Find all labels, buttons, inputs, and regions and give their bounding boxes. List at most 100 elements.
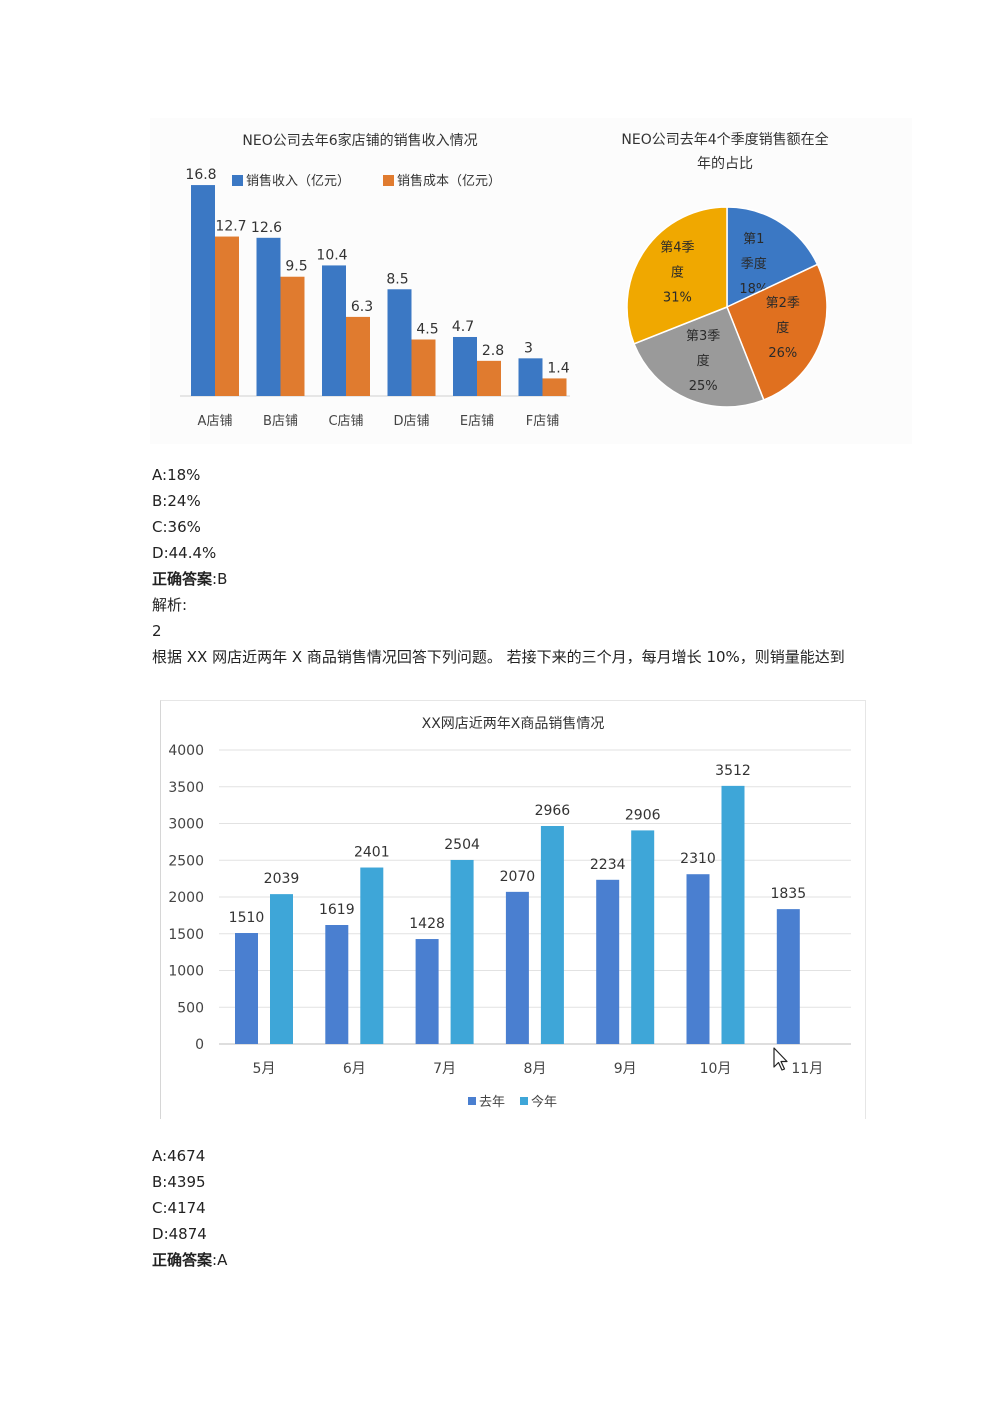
x-tick-label: 10月 (700, 1061, 732, 1077)
legend-label-last-year: 去年 (479, 1095, 505, 1110)
bar-last-year-0 (235, 933, 258, 1044)
category-label: B店铺 (263, 414, 298, 429)
q2-option-b[interactable]: B:4395 (152, 1173, 206, 1191)
bar-this-year-3 (540, 825, 564, 1044)
q1-option-d[interactable]: D:44.4% (152, 544, 217, 562)
bar-revenue-2 (322, 265, 346, 396)
option-letter: C (152, 1199, 163, 1217)
q2-option-a[interactable]: A:4674 (152, 1147, 206, 1165)
y-tick-label: 3000 (168, 817, 204, 833)
bar-revenue-4 (453, 336, 477, 396)
bar-this-year-0 (270, 894, 293, 1044)
monthly-sales-chart: XX网店近两年X商品销售情况 0 500 1000 1500 2000 2500 3000 3… (168, 716, 851, 1110)
data-label: 9.5 (285, 259, 307, 275)
store-sales-chart: NEO公司去年6家店铺的销售收入情况 销售收入（亿元） 销售成本（亿元） 16.… (150, 118, 912, 444)
y-tick-label: 3500 (168, 780, 204, 796)
q2-option-c[interactable]: C:4174 (152, 1199, 206, 1217)
bar-cost-4 (477, 360, 501, 396)
pie-slice-2 (726, 263, 828, 401)
pie-percent-label: 25% (689, 379, 718, 394)
pie-slice-label: 度 (776, 320, 789, 336)
data-label: 1428 (409, 916, 445, 932)
q2-option-d[interactable]: D:4874 (152, 1225, 207, 1243)
category-label: A店铺 (198, 414, 233, 429)
pie-slice-label: 度 (671, 264, 684, 280)
y-tick-label: 1000 (168, 964, 204, 980)
option-letter: A (152, 1147, 162, 1165)
category-label: E店铺 (460, 414, 494, 429)
data-label: 3512 (715, 763, 751, 779)
option-letter: A (152, 466, 162, 484)
bar-this-year-5 (721, 785, 745, 1044)
data-label: 12.7 (215, 219, 246, 235)
x-tick-label: 8月 (523, 1061, 546, 1077)
y-tick-label: 2500 (168, 853, 204, 869)
q2-correct-answer: 正确答案:A (152, 1251, 228, 1269)
data-label: 4.7 (452, 319, 474, 335)
figure-store-sales: NEO公司去年6家店铺的销售收入情况 销售收入（亿元） 销售成本（亿元） 16.… (150, 118, 912, 444)
option-text: 4874 (168, 1225, 207, 1243)
option-letter: C (152, 518, 163, 536)
data-label: 3 (524, 340, 533, 356)
data-label: 2.8 (482, 343, 504, 359)
option-text: 18% (167, 466, 201, 484)
bar-this-year-1 (360, 867, 384, 1044)
y-tick-label: 2000 (168, 890, 204, 906)
x-tick-label: 5月 (253, 1061, 276, 1077)
q1-option-b[interactable]: B:24% (152, 492, 201, 510)
option-text: 36% (167, 518, 201, 536)
bar-this-year-4 (631, 830, 655, 1044)
bar-cost-2 (346, 316, 370, 396)
legend-swatch-revenue (232, 175, 243, 186)
option-letter: D (152, 1225, 164, 1243)
bar-last-year-5 (686, 874, 710, 1044)
pie-title-line-1: NEO公司去年4个季度销售额在全 (621, 131, 828, 148)
option-text: 4174 (167, 1199, 206, 1217)
option-text: 44.4% (168, 544, 217, 562)
pie-slice-label: 第3季 (686, 329, 720, 344)
q1-option-a[interactable]: A:18% (152, 466, 201, 484)
category-label: D店铺 (393, 414, 429, 429)
bar-cost-0 (215, 236, 239, 396)
y-tick-label: 0 (195, 1037, 204, 1053)
data-label: 2906 (625, 807, 661, 823)
q2-number: 2 (152, 622, 162, 640)
answer-value: A (217, 1251, 228, 1269)
pie-slice-label: 度 (697, 353, 710, 369)
x-tick-label: 7月 (433, 1061, 456, 1077)
mouse-cursor-icon (773, 1047, 788, 1071)
bar-cost-5 (542, 378, 567, 396)
data-label: 8.5 (386, 271, 408, 287)
x-tick-label: 9月 (614, 1061, 637, 1077)
y-tick-label: 4000 (168, 743, 204, 759)
pie-slice-1 (726, 206, 819, 309)
bar-revenue-3 (387, 289, 412, 396)
data-label: 16.8 (185, 167, 216, 183)
q1-correct-answer: 正确答案:B (152, 570, 228, 588)
option-text: 24% (167, 492, 201, 510)
x-tick-label: 11月 (791, 1061, 823, 1077)
data-label: 10.4 (316, 247, 347, 263)
figure-monthly-sales: XX网店近两年X商品销售情况 0 500 1000 1500 2000 2500 3000 3… (160, 700, 866, 1119)
q1-analysis-label: 解析: (152, 596, 188, 614)
option-letter: B (152, 1173, 163, 1191)
bar-chart-title: NEO公司去年6家店铺的销售收入情况 (242, 132, 477, 149)
bar-last-year-4 (596, 879, 620, 1044)
bar-last-year-1 (325, 925, 349, 1044)
bar-last-year-2 (415, 939, 439, 1044)
data-label: 2310 (680, 851, 716, 867)
bar-last-year-6 (776, 909, 800, 1044)
bar-revenue-0 (191, 185, 215, 396)
x-tick-label: 6月 (343, 1061, 366, 1077)
option-letter: B (152, 492, 163, 510)
pie-slice-3 (633, 306, 765, 408)
pie-slice-label: 第1 (743, 232, 764, 247)
pie-percent-label: 26% (768, 346, 797, 361)
bar-revenue-5 (518, 358, 543, 396)
q1-option-c[interactable]: C:36% (152, 518, 201, 536)
data-label: 1835 (770, 886, 806, 902)
answer-label: 正确答案 (152, 570, 213, 588)
pie-slice-4 (626, 206, 728, 345)
bar-last-year-3 (505, 891, 529, 1044)
legend-label-revenue: 销售收入（亿元） (246, 173, 350, 189)
